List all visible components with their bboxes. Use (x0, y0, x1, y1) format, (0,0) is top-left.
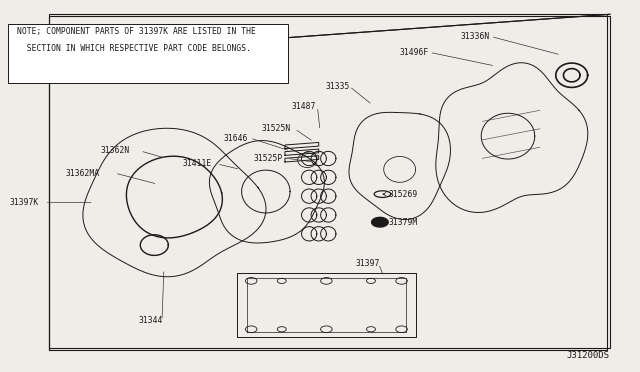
Text: 31525N: 31525N (261, 124, 291, 133)
Text: 31362MA: 31362MA (65, 169, 99, 177)
Text: SECTION IN WHICH RESPECTIVE PART CODE BELONGS.: SECTION IN WHICH RESPECTIVE PART CODE BE… (17, 44, 252, 53)
Bar (49, 14, 607, 350)
Text: 31487: 31487 (291, 102, 316, 111)
Text: 31344: 31344 (138, 316, 163, 325)
Text: 31397K: 31397K (9, 198, 38, 207)
Text: 315269: 315269 (389, 190, 418, 199)
Bar (8, 23, 288, 83)
Text: 31411E: 31411E (183, 159, 212, 169)
Text: 31646: 31646 (223, 134, 248, 142)
Text: J31200DS: J31200DS (567, 350, 610, 359)
Text: 31362N: 31362N (100, 147, 129, 155)
Text: 31379M: 31379M (389, 218, 418, 227)
Polygon shape (372, 217, 388, 227)
Text: 31525P: 31525P (253, 154, 282, 163)
Text: 31397: 31397 (355, 259, 380, 268)
Text: 31335: 31335 (325, 82, 349, 91)
Text: NOTE; COMPONENT PARTS OF 31397K ARE LISTED IN THE: NOTE; COMPONENT PARTS OF 31397K ARE LIST… (17, 27, 256, 36)
Text: 31496F: 31496F (399, 48, 429, 57)
Text: 31336N: 31336N (460, 32, 490, 41)
